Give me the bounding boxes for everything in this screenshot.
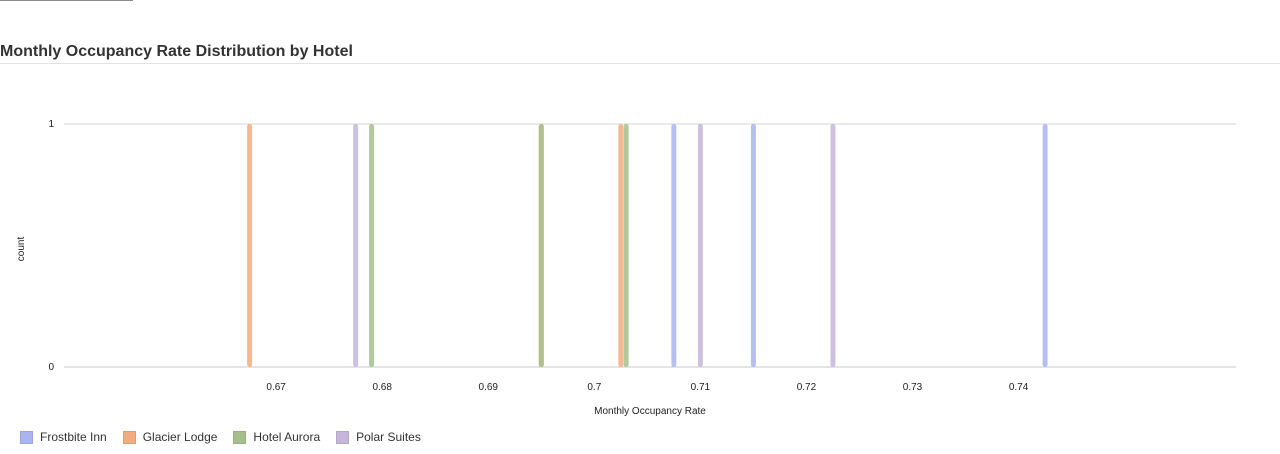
histogram-bars [247,124,1048,367]
chart-title: Monthly Occupancy Rate Distribution by H… [0,43,353,60]
legend-label: Hotel Aurora [253,430,321,444]
x-axis-label: Monthly Occupancy Rate [594,406,706,417]
histogram-bar [1042,124,1048,367]
histogram-bar [538,124,544,367]
title-divider [0,63,1280,64]
y-axis-label: count [16,237,27,262]
x-tick-label: 0.71 [691,382,711,393]
histogram-bar [623,124,629,367]
legend-label: Glacier Lodge [142,430,218,444]
legend-item[interactable]: Frostbite Inn [20,430,107,444]
top-tab-underline [0,0,133,1]
histogram-bar [671,124,677,367]
histogram-bar [618,124,624,367]
legend-item[interactable]: Hotel Aurora [233,430,320,444]
histogram-bar [697,124,703,367]
grid-lines [64,123,1236,368]
legend-swatch [233,430,247,444]
legend-swatch [20,430,33,444]
legend-item[interactable]: Glacier Lodge [122,430,218,444]
x-tick-label: 0.69 [479,382,499,393]
axis-ticks: 0 1 0.67 0.68 0.69 0.7 0.71 0.72 0.73 0.74 [48,119,1028,393]
histogram-bar [369,124,375,367]
legend-label: Frostbite Inn [40,430,107,444]
histogram-bar [750,124,756,367]
legend-swatch [336,430,350,444]
legend-swatch [122,430,136,444]
y-tick-label: 1 [48,119,54,130]
legend: Frostbite Inn Glacier Lodge Hotel Aurora Po… [20,430,421,444]
histogram-bar [830,124,836,367]
x-tick-label: 0.74 [1009,382,1029,393]
x-tick-label: 0.73 [903,382,923,393]
x-tick-label: 0.72 [797,382,817,393]
histogram-bar [247,124,253,367]
x-tick-label: 0.7 [587,382,601,393]
histogram-bar [353,124,359,367]
legend-item[interactable]: Polar Suites [336,430,421,444]
x-tick-label: 0.68 [372,382,392,393]
x-tick-label: 0.67 [266,382,286,393]
y-tick-label: 0 [48,362,54,373]
legend-label: Polar Suites [356,430,421,444]
